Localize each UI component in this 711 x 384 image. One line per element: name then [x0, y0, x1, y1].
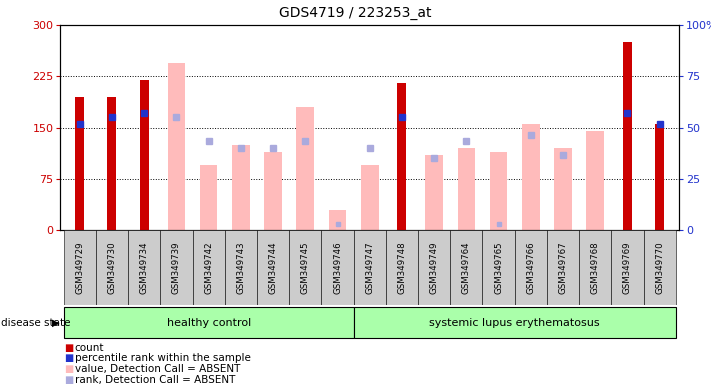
Text: ■: ■: [64, 364, 73, 374]
Bar: [296, 107, 314, 230]
Bar: [321, 230, 353, 305]
Bar: [257, 230, 289, 305]
Bar: [623, 42, 632, 230]
Bar: [450, 230, 483, 305]
Text: GSM349770: GSM349770: [655, 242, 664, 294]
Bar: [361, 166, 378, 230]
Text: GSM349748: GSM349748: [397, 242, 407, 294]
Bar: [64, 230, 96, 305]
Text: GSM349766: GSM349766: [526, 242, 535, 294]
Text: rank, Detection Call = ABSENT: rank, Detection Call = ABSENT: [75, 375, 235, 384]
Bar: [554, 148, 572, 230]
Bar: [457, 148, 475, 230]
Text: GSM349764: GSM349764: [462, 242, 471, 294]
Text: healthy control: healthy control: [166, 318, 251, 328]
Bar: [547, 230, 579, 305]
Text: GSM349749: GSM349749: [429, 242, 439, 294]
Bar: [579, 230, 611, 305]
Bar: [168, 63, 186, 230]
Bar: [643, 230, 675, 305]
Bar: [264, 152, 282, 230]
Text: GSM349743: GSM349743: [236, 242, 245, 294]
Text: GSM349745: GSM349745: [301, 242, 310, 294]
Text: count: count: [75, 343, 104, 353]
Bar: [96, 230, 128, 305]
Text: GSM349746: GSM349746: [333, 242, 342, 294]
Bar: [353, 230, 386, 305]
Bar: [397, 83, 407, 230]
Bar: [490, 152, 508, 230]
Bar: [386, 230, 418, 305]
Text: GSM349742: GSM349742: [204, 242, 213, 294]
Text: ■: ■: [64, 343, 73, 353]
Bar: [232, 145, 250, 230]
Text: GSM349765: GSM349765: [494, 242, 503, 294]
Text: ■: ■: [64, 353, 73, 363]
Bar: [353, 307, 675, 338]
Bar: [200, 166, 218, 230]
Bar: [289, 230, 321, 305]
Text: GSM349747: GSM349747: [365, 242, 374, 294]
Bar: [225, 230, 257, 305]
Bar: [75, 97, 85, 230]
Text: disease state: disease state: [1, 318, 70, 328]
Bar: [483, 230, 515, 305]
Text: GSM349767: GSM349767: [559, 242, 567, 294]
Bar: [655, 124, 664, 230]
Bar: [515, 230, 547, 305]
Text: GSM349739: GSM349739: [172, 242, 181, 294]
Text: ■: ■: [64, 375, 73, 384]
Bar: [611, 230, 643, 305]
Bar: [193, 230, 225, 305]
Text: systemic lupus erythematosus: systemic lupus erythematosus: [429, 318, 600, 328]
Text: GSM349744: GSM349744: [269, 242, 277, 294]
Text: value, Detection Call = ABSENT: value, Detection Call = ABSENT: [75, 364, 240, 374]
Text: GSM349769: GSM349769: [623, 242, 632, 294]
Bar: [425, 155, 443, 230]
Text: ▶: ▶: [52, 318, 60, 328]
Bar: [328, 210, 346, 230]
Text: GSM349768: GSM349768: [591, 242, 600, 294]
Bar: [139, 80, 149, 230]
Text: GSM349729: GSM349729: [75, 242, 85, 294]
Text: GSM349730: GSM349730: [107, 242, 117, 294]
Text: percentile rank within the sample: percentile rank within the sample: [75, 353, 250, 363]
Bar: [107, 97, 117, 230]
Text: GSM349734: GSM349734: [139, 242, 149, 294]
Bar: [522, 124, 540, 230]
Bar: [128, 230, 160, 305]
Bar: [160, 230, 193, 305]
Bar: [64, 307, 353, 338]
Bar: [587, 131, 604, 230]
Bar: [418, 230, 450, 305]
Text: GDS4719 / 223253_at: GDS4719 / 223253_at: [279, 6, 432, 20]
